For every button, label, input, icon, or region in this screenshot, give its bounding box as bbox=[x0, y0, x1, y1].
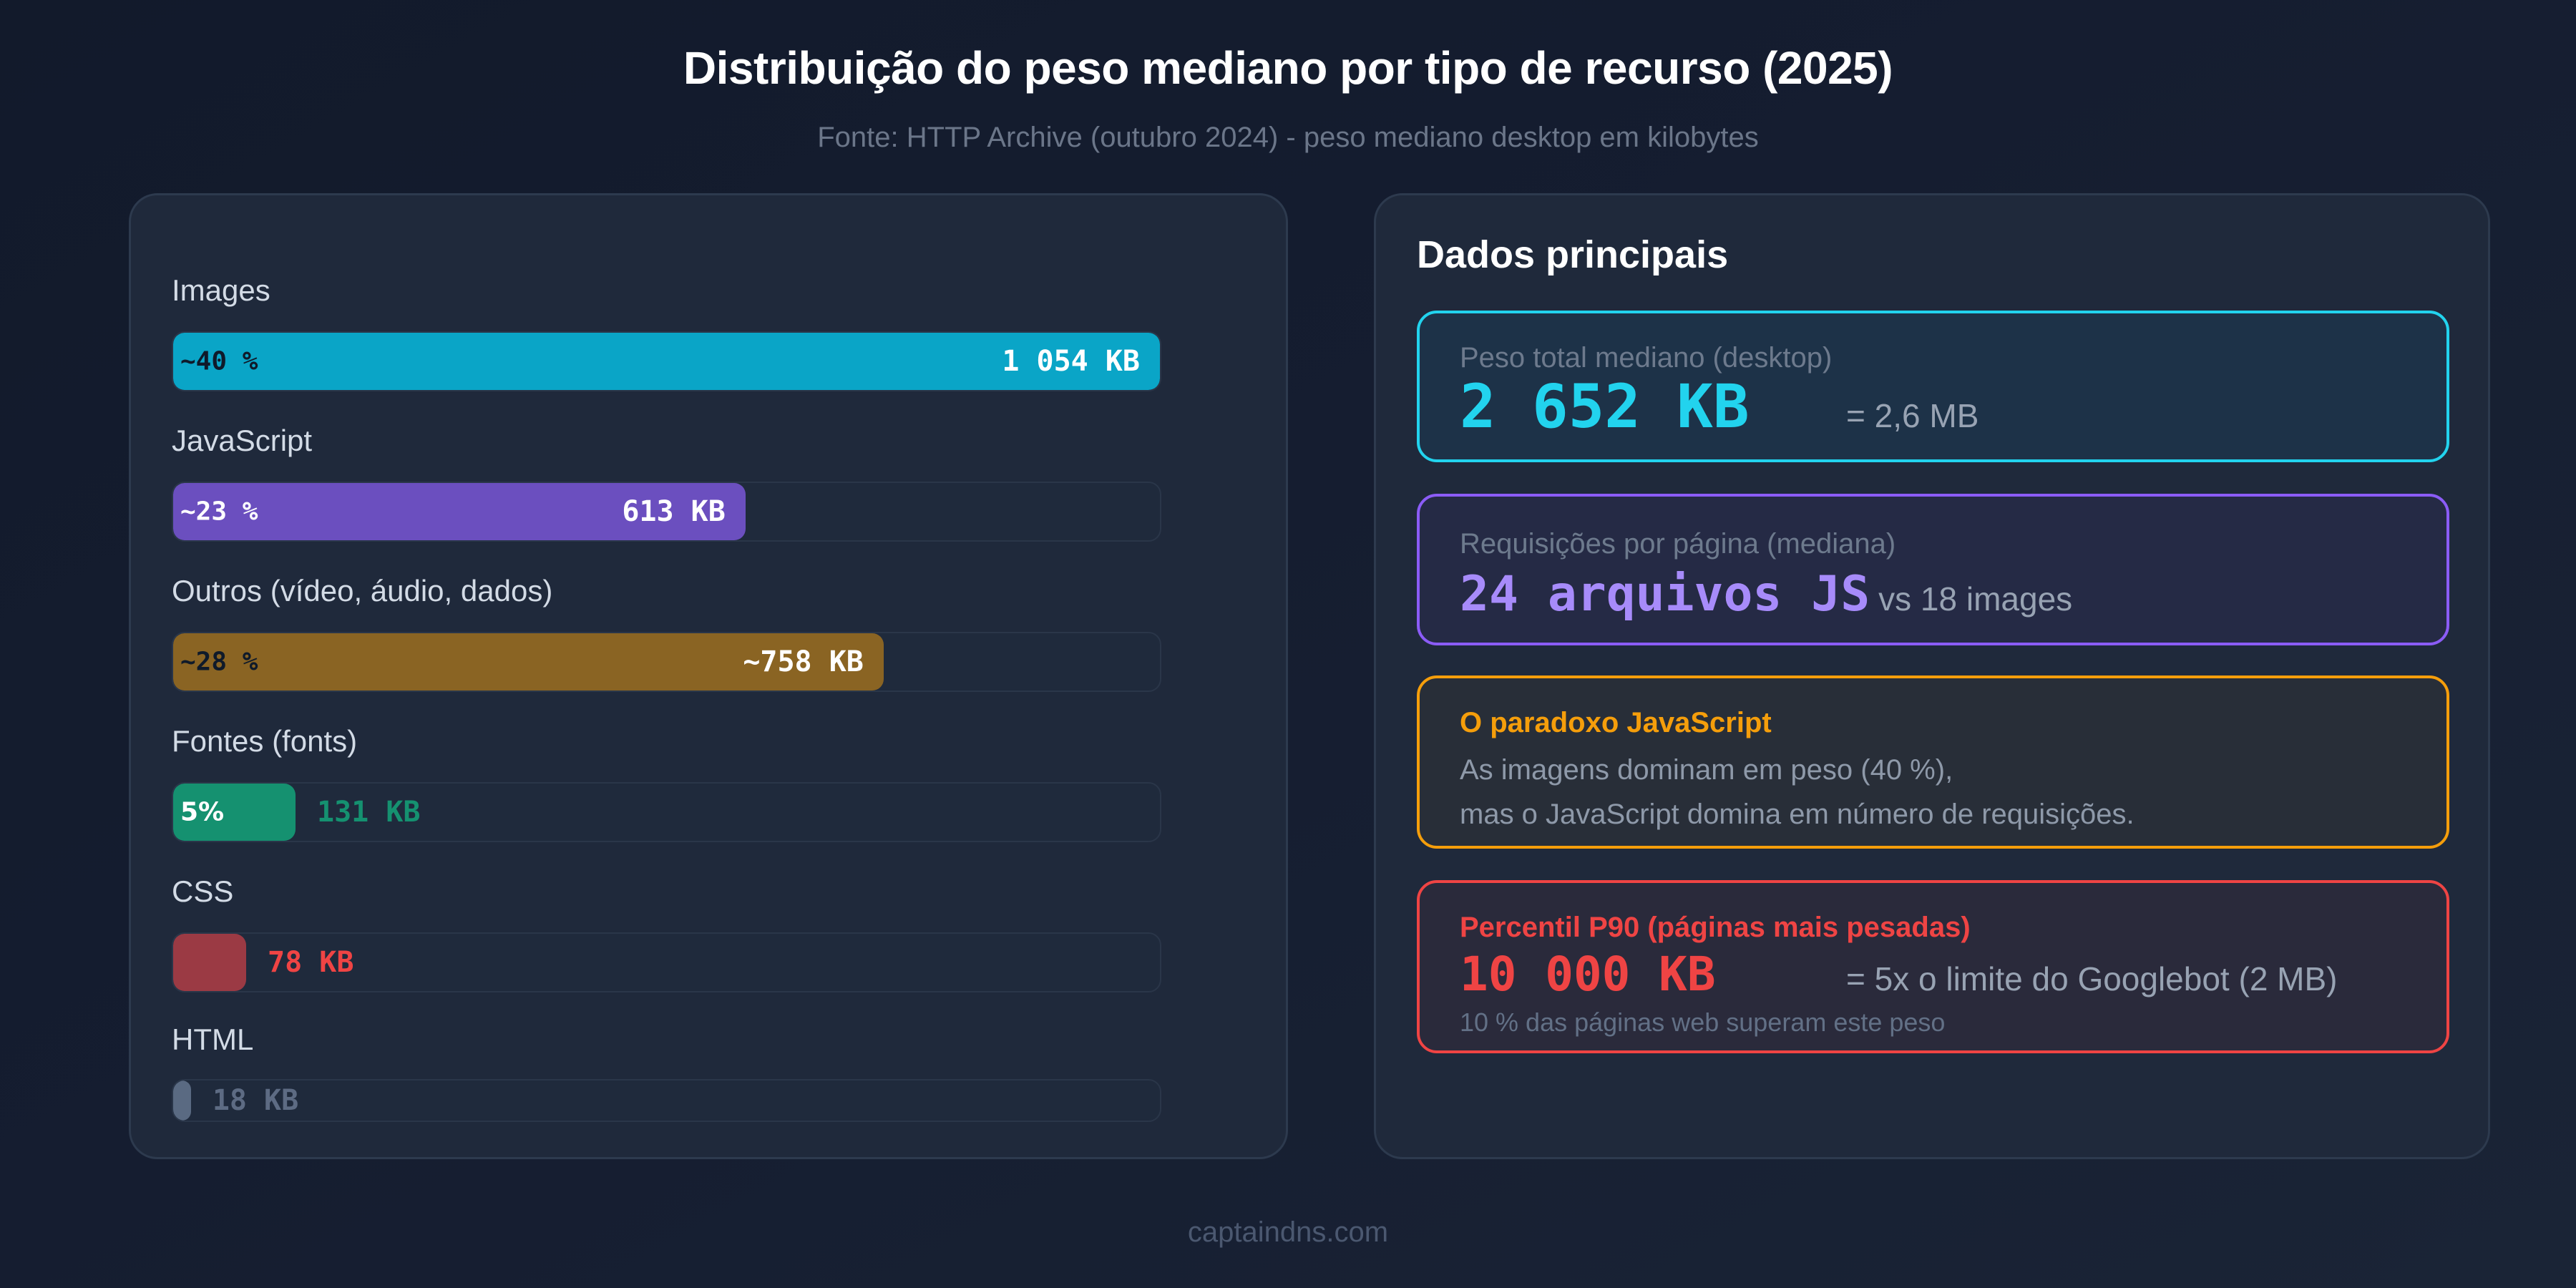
bar-value: 78 KB bbox=[268, 946, 354, 979]
paradox-card: O paradoxo JavaScript As imagens dominam… bbox=[1417, 675, 2449, 849]
bar-percent: ~28 % bbox=[180, 647, 258, 677]
bar-fill bbox=[173, 934, 247, 991]
bar-label: Images bbox=[172, 273, 270, 307]
bar-percent: ~40 % bbox=[180, 346, 258, 376]
bar-row-outros: Outros (vídeo, áudio, dados) ~28 % ~758 … bbox=[172, 573, 1161, 692]
bar-row-images: Images ~40 % 1 054 KB bbox=[172, 273, 1161, 391]
card-label: Peso total mediano (desktop) bbox=[1460, 342, 1833, 374]
bar-fill bbox=[173, 1080, 191, 1121]
bar-track: 78 KB bbox=[172, 932, 1161, 992]
p90-value: 10 000 KB bbox=[1460, 947, 1716, 1002]
bar-fill bbox=[173, 784, 296, 841]
bar-track: ~23 % 613 KB bbox=[172, 482, 1161, 542]
total-weight-equiv: = 2,6 MB bbox=[1846, 397, 1979, 434]
p90-note: 10 % das páginas web superam este peso bbox=[1460, 1008, 1946, 1037]
requests-card: Requisições por página (mediana) 24 arqu… bbox=[1417, 494, 2449, 645]
bar-track: ~28 % ~758 KB bbox=[172, 632, 1161, 692]
bar-value: 18 KB bbox=[212, 1084, 299, 1117]
total-weight-card: Peso total mediano (desktop) 2 652 KB = … bbox=[1417, 311, 2449, 462]
key-data-panel: Dados principais Peso total mediano (des… bbox=[1374, 193, 2490, 1159]
footer-brand: captaindns.com bbox=[1187, 1216, 1389, 1248]
p90-card: Percentil P90 (páginas mais pesadas) 10 … bbox=[1417, 880, 2449, 1053]
paradox-title: O paradoxo JavaScript bbox=[1460, 707, 1772, 738]
p90-equiv: = 5x o limite do Googlebot (2 MB) bbox=[1846, 960, 2338, 997]
bar-label: HTML bbox=[172, 1023, 254, 1056]
bar-label: JavaScript bbox=[172, 424, 313, 457]
bar-value: ~758 KB bbox=[743, 645, 864, 678]
chart-title: Distribuição do peso mediano por tipo de… bbox=[683, 42, 1893, 94]
bar-label: Fontes (fonts) bbox=[172, 724, 358, 758]
bar-fill bbox=[173, 633, 884, 691]
bar-percent: ~23 % bbox=[180, 497, 258, 527]
panel-heading: Dados principais bbox=[1417, 233, 1729, 276]
bar-track: 18 KB bbox=[172, 1079, 1161, 1122]
total-weight-value: 2 652 KB bbox=[1460, 371, 1750, 441]
bar-row-html: HTML 18 KB bbox=[172, 1022, 1161, 1122]
bar-chart-panel: Images ~40 % 1 054 KB JavaScript ~23 % 6… bbox=[129, 193, 1288, 1159]
chart-subtitle: Fonte: HTTP Archive (outubro 2024) - pes… bbox=[817, 122, 1759, 153]
bar-row-javascript: JavaScript ~23 % 613 KB bbox=[172, 423, 1161, 542]
bar-value: 1 054 KB bbox=[1002, 345, 1140, 378]
paradox-line-1: As imagens dominam em peso (40 %), bbox=[1460, 754, 1953, 786]
p90-title: Percentil P90 (páginas mais pesadas) bbox=[1460, 912, 1971, 943]
bar-label: Outros (vídeo, áudio, dados) bbox=[172, 574, 553, 608]
requests-value: 24 arquivos JS bbox=[1460, 566, 1870, 623]
bar-row-fontes: Fontes (fonts) 5% 131 KB bbox=[172, 723, 1161, 842]
bar-value: 131 KB bbox=[316, 796, 421, 829]
bar-track: ~40 % 1 054 KB bbox=[172, 331, 1161, 391]
bar-value: 613 KB bbox=[622, 495, 726, 528]
card-label: Requisições por página (mediana) bbox=[1460, 528, 1896, 560]
bar-label: CSS bbox=[172, 874, 234, 908]
requests-compare: vs 18 images bbox=[1878, 580, 2073, 618]
bar-row-css: CSS 78 KB bbox=[172, 874, 1161, 992]
bar-percent: 5% bbox=[180, 797, 225, 827]
bar-fill bbox=[173, 333, 1160, 390]
paradox-line-2: mas o JavaScript domina em número de req… bbox=[1460, 799, 2135, 830]
bar-track: 5% 131 KB bbox=[172, 782, 1161, 842]
bar-fill bbox=[173, 483, 746, 540]
